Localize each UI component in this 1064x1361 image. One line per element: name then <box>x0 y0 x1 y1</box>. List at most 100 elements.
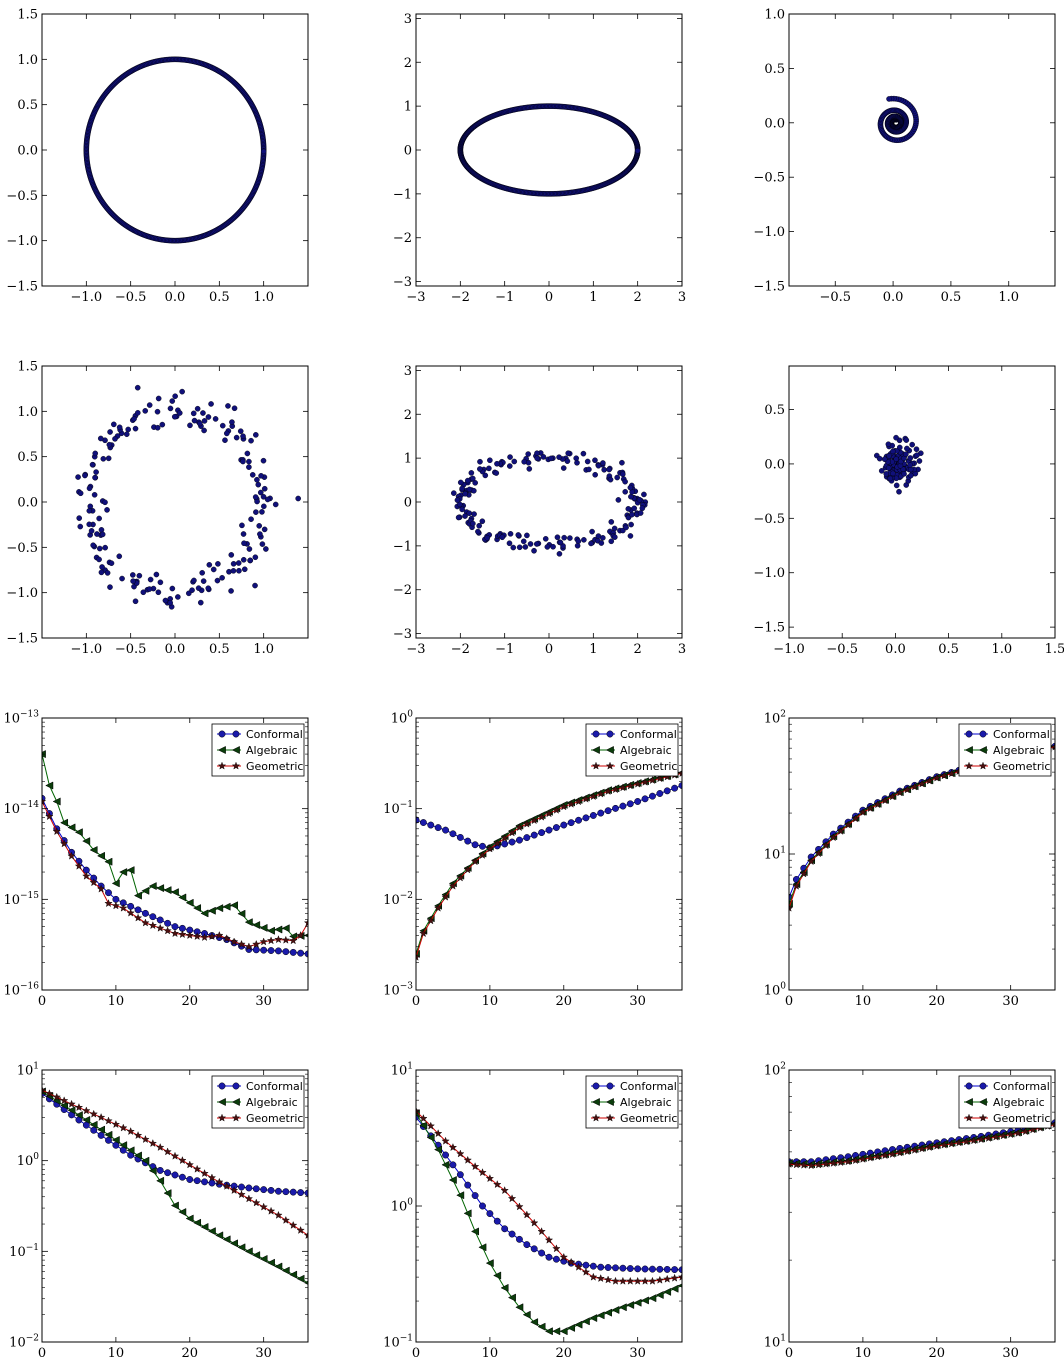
scatter-point <box>260 148 267 155</box>
scatter-point <box>601 466 607 473</box>
x-tick-label: −0.5 <box>819 290 851 305</box>
scatter-point <box>526 466 533 472</box>
marker-algebraic <box>126 866 135 875</box>
marker-conformal <box>612 804 619 812</box>
scatter-point <box>93 469 99 475</box>
x-tick-label: −2 <box>451 290 470 305</box>
scatter-point <box>459 485 465 492</box>
marker-algebraic <box>303 1280 308 1285</box>
marker-geometric <box>663 1274 672 1283</box>
panel-3-1: 0 10 20 30 10−16 10−15 10−14 10−13 Conformal Alge… <box>3 710 309 1009</box>
marker-conformal <box>252 1185 260 1193</box>
plot-area <box>42 1085 308 1285</box>
scatter-point <box>896 444 903 451</box>
scatter-point <box>466 486 473 493</box>
marker-geometric <box>229 937 239 946</box>
scatter-point <box>94 531 100 537</box>
marker-geometric <box>858 1154 868 1163</box>
marker-algebraic <box>200 1222 209 1231</box>
scatter-point <box>904 445 910 452</box>
scatter-point <box>534 455 540 462</box>
scatter-point <box>246 458 252 465</box>
scatter-point <box>548 455 554 462</box>
panel-1-2: −3 −2 −1 0 1 2 3 −3 −2 −1 0 1 2 3 <box>393 12 686 305</box>
axes-frame <box>415 717 683 991</box>
marker-conformal <box>663 1265 671 1273</box>
axes-frame <box>788 365 1056 639</box>
legend-marker-algebraic <box>217 1097 226 1107</box>
marker-algebraic <box>74 828 83 837</box>
marker-conformal <box>193 1177 201 1185</box>
marker-algebraic <box>441 1160 450 1169</box>
scatter-point <box>248 516 254 522</box>
x-tick-label: 20 <box>182 1346 199 1361</box>
marker-geometric <box>574 797 583 806</box>
marker-geometric <box>96 884 106 893</box>
scatter-point <box>155 395 162 402</box>
x-tick-label: 0.5 <box>941 290 962 305</box>
marker-geometric <box>522 819 531 828</box>
scatter-point <box>639 505 646 512</box>
marker-geometric <box>119 1123 128 1132</box>
scatter-point <box>123 431 130 438</box>
legend-label-algebraic: Algebraic <box>993 744 1045 757</box>
marker-conformal <box>589 1262 597 1270</box>
marker-algebraic <box>60 1101 69 1110</box>
marker-geometric <box>229 1186 239 1194</box>
scatter-point <box>210 566 217 573</box>
scatter-point <box>477 466 483 472</box>
marker-conformal <box>501 1225 509 1233</box>
marker-conformal <box>597 1263 605 1271</box>
marker-geometric <box>119 903 128 912</box>
marker-geometric <box>148 1139 157 1147</box>
marker-geometric <box>237 939 246 948</box>
marker-geometric <box>82 871 91 880</box>
marker-conformal <box>648 1265 656 1273</box>
scatter-point <box>619 459 625 466</box>
scatter-point <box>261 526 268 533</box>
marker-algebraic <box>207 1227 216 1236</box>
marker-algebraic <box>222 1235 231 1244</box>
legend-marker-conformal <box>218 1082 226 1090</box>
scatter-point <box>102 544 108 551</box>
scatter-point <box>162 597 169 604</box>
marker-geometric <box>141 918 150 927</box>
marker-algebraic <box>456 1191 465 1200</box>
scatter-point <box>246 464 252 470</box>
x-tick-label: 30 <box>255 1346 272 1361</box>
scatter-point <box>230 560 237 567</box>
scatter-point <box>219 574 225 581</box>
y-tick-label: 2 <box>404 408 412 423</box>
marker-conformal <box>523 1241 531 1249</box>
series-line-algebraic <box>416 1113 682 1332</box>
plot-area <box>450 450 649 557</box>
x-tick-label: 1.5 <box>1045 642 1064 657</box>
scatter-point <box>634 147 641 154</box>
marker-geometric <box>1028 1125 1037 1134</box>
marker-geometric <box>940 771 949 780</box>
legend-marker-geometric <box>217 1113 227 1122</box>
scatter-point <box>515 532 522 538</box>
scatter-point <box>595 533 602 539</box>
scatter-point <box>77 523 84 530</box>
x-tick-label: −3 <box>406 642 425 657</box>
marker-conformal <box>515 836 523 844</box>
marker-geometric <box>925 1143 934 1152</box>
marker-geometric <box>596 1274 605 1282</box>
x-tick-label: 10 <box>855 994 872 1009</box>
scatter-point <box>200 578 207 584</box>
marker-algebraic <box>163 1189 172 1198</box>
scatter-point <box>506 540 513 547</box>
marker-conformal <box>267 947 275 954</box>
scatter-point <box>261 485 268 492</box>
marker-algebraic <box>552 1327 561 1336</box>
scatter-point <box>90 542 96 549</box>
x-tick-label: −0.5 <box>826 642 858 657</box>
marker-algebraic <box>67 1106 76 1115</box>
marker-geometric <box>792 881 801 890</box>
marker-conformal <box>289 948 297 956</box>
scatter-point <box>524 532 530 539</box>
marker-algebraic <box>156 884 165 893</box>
y-tick-label: −1.0 <box>6 586 38 601</box>
marker-geometric <box>281 935 290 944</box>
